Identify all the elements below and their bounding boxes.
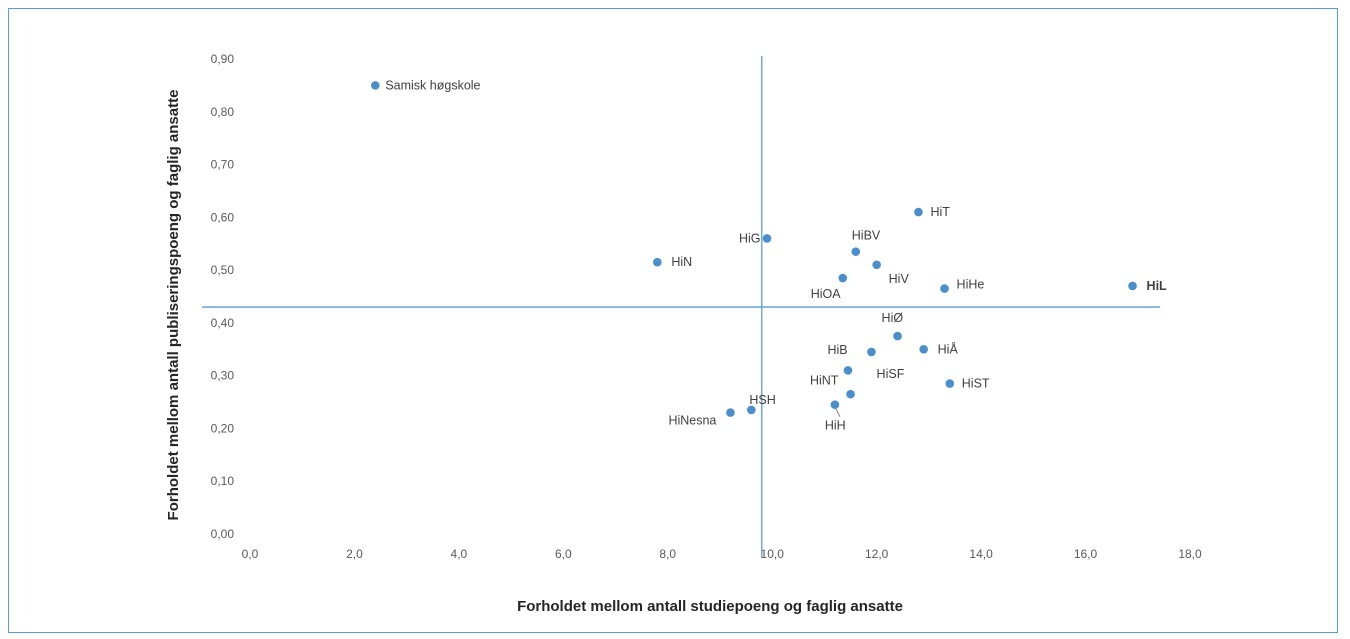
x-tick-label: 18,0: [1178, 547, 1202, 561]
x-tick-label: 4,0: [451, 547, 468, 561]
data-point-label: HiV: [889, 272, 910, 286]
y-tick-label: 0,50: [211, 263, 235, 277]
data-point: [872, 260, 881, 270]
data-point: [838, 273, 848, 283]
y-tick-label: 0,10: [211, 474, 235, 488]
data-point: [843, 366, 853, 375]
data-point: [846, 389, 855, 399]
data-point-label: HiÅ: [938, 341, 959, 356]
data-point: [945, 379, 955, 388]
data-point-label: HiNesna: [668, 414, 716, 428]
data-point-label: HiL: [1147, 279, 1168, 293]
x-tick-label: 16,0: [1074, 547, 1098, 561]
data-point-label: Samisk høgskole: [385, 78, 480, 92]
reference-lines: [202, 56, 1160, 558]
x-tick-label: 0,0: [242, 547, 259, 561]
y-tick-label: 0,90: [211, 52, 235, 66]
x-tick-label: 10,0: [761, 547, 785, 561]
data-point-label: HiB: [827, 343, 847, 357]
data-point-label: HiSF: [877, 367, 905, 381]
data-point-label: HiG: [739, 231, 761, 245]
y-tick-label: 0,00: [211, 527, 235, 541]
data-point-label: HiØ: [882, 311, 904, 325]
y-tick-label: 0,70: [211, 158, 235, 172]
data-point: [371, 81, 380, 90]
y-tick-label: 0,80: [211, 105, 235, 119]
y-tick-label: 0,40: [211, 316, 235, 330]
data-point: [893, 331, 902, 341]
y-tick-label: 0,30: [211, 369, 235, 383]
data-point-label: HiT: [930, 205, 950, 219]
data-point-label: HSH: [749, 393, 775, 407]
y-axis-ticks: 0,00 0,10 0,20 0,30 0,40 0,50 0,60 0,70 0,80 0,90: [211, 52, 235, 541]
data-point: [747, 405, 756, 415]
data-point: [851, 247, 861, 256]
data-point-label: HiOA: [811, 287, 842, 301]
data-point: [830, 400, 840, 409]
data-point-label: HiN: [671, 255, 692, 269]
chart-frame: [8, 8, 1338, 633]
y-tick-label: 0,60: [211, 210, 235, 224]
data-point: [867, 347, 876, 357]
data-point-label: HiH: [825, 419, 846, 433]
data-point-label: HiNT: [810, 373, 839, 387]
x-axis-ticks: 0,0 2,0 4,0 6,0 8,0 10,0 12,0 14,0 16,0 18,0: [242, 547, 1202, 561]
data-point: [726, 408, 735, 417]
data-point: [762, 234, 772, 243]
x-tick-label: 2,0: [346, 547, 363, 561]
x-tick-label: 14,0: [969, 547, 993, 561]
x-axis-title: Forholdet mellom antall studiepoeng og f…: [517, 598, 903, 615]
data-point-label: HiST: [962, 377, 990, 391]
y-tick-label: 0,20: [211, 421, 235, 435]
point-labels: Samisk høgskole HiT HiG HiBV HiN HiV HiOA HiHe H…: [385, 78, 1167, 432]
x-tick-label: 8,0: [659, 547, 676, 561]
data-point: [940, 284, 949, 293]
label-leader-line: [835, 408, 841, 417]
data-point: [919, 344, 928, 354]
data-point-label: HiBV: [852, 229, 881, 243]
data-point: [653, 257, 662, 267]
data-point: [914, 207, 923, 217]
data-point-label: HiHe: [957, 278, 985, 292]
x-tick-label: 6,0: [555, 547, 572, 561]
y-axis-title: Forholdet mellom antall publiseringspoen…: [165, 90, 182, 521]
x-tick-label: 12,0: [865, 547, 889, 561]
data-point: [1128, 281, 1137, 291]
data-points: [371, 81, 1137, 417]
